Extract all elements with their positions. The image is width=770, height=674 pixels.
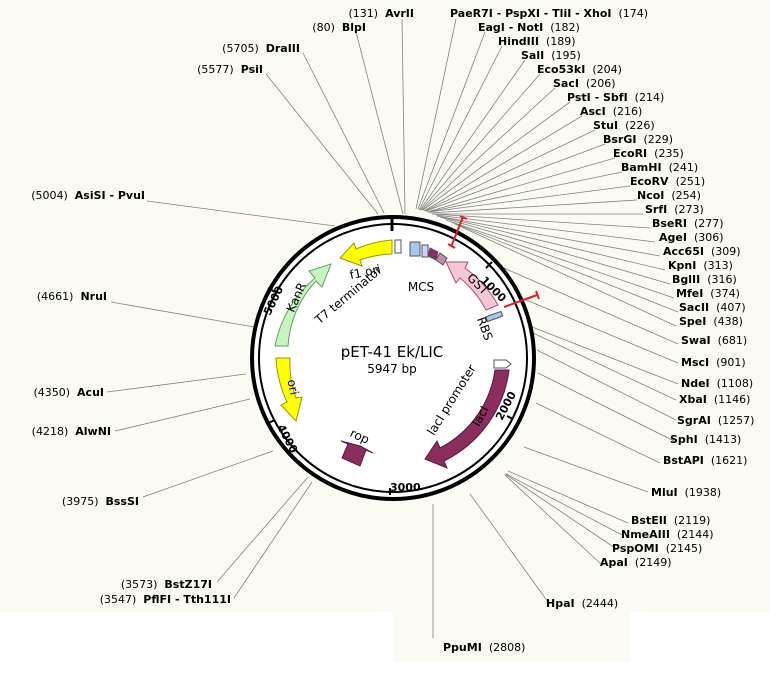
site-xbai[interactable]: XbaI (1146)	[679, 393, 750, 406]
site-paer7i[interactable]: PaeR7I - PspXI - TliI - XhoI (174)	[450, 7, 648, 20]
ori-label: ori	[284, 378, 301, 396]
site-hpai[interactable]: HpaI (2444)	[546, 597, 618, 610]
scale-ticks	[267, 261, 514, 495]
site-acc65i[interactable]: Acc65I (309)	[663, 245, 741, 258]
rbs-feature	[485, 310, 504, 323]
site-kpni[interactable]: KpnI (313)	[668, 259, 733, 272]
backbone-outer-ring	[250, 215, 536, 501]
plasmid-name: pET-41 Ek/LIC	[341, 343, 444, 361]
site-bsteii[interactable]: BstEII (2119)	[631, 514, 710, 527]
f1ori-feature	[339, 239, 393, 267]
restriction-site-labels: (131) AvrII (80) BlpI (5705) DraIII (5577) P…	[31, 7, 754, 654]
site-srfi[interactable]: SrfI (273)	[645, 203, 704, 216]
site-eagi[interactable]: EagI - NotI (182)	[478, 21, 580, 34]
site-swai[interactable]: SwaI (681)	[681, 334, 747, 347]
site-apai[interactable]: ApaI (2149)	[600, 556, 671, 569]
site-sali[interactable]: SalI (195)	[521, 49, 581, 62]
site-asisi[interactable]: (5004) AsiSI - PvuI	[31, 189, 145, 202]
site-mfei[interactable]: MfeI (374)	[676, 287, 740, 300]
gst-feature	[445, 261, 499, 311]
site-blpi[interactable]: (80) BlpI	[312, 21, 366, 34]
site-acui[interactable]: (4350) AcuI	[33, 386, 104, 399]
site-nmeaiii[interactable]: NmeAIII (2144)	[621, 528, 714, 541]
site-ncoi[interactable]: NcoI (254)	[637, 189, 701, 202]
site-sgrai[interactable]: SgrAI (1257)	[677, 414, 754, 427]
site-alwni[interactable]: (4218) AlwNI	[32, 425, 111, 438]
site-bseri[interactable]: BseRI (277)	[652, 217, 724, 230]
map-background-extension	[393, 612, 630, 662]
mcs-label: MCS	[408, 280, 434, 294]
site-ndei[interactable]: NdeI (1108)	[681, 377, 753, 390]
site-psti[interactable]: PstI - SbfI (214)	[567, 91, 664, 104]
site-connector-lines	[106, 18, 679, 638]
site-nrui[interactable]: (4661) NruI	[37, 290, 107, 303]
site-psii[interactable]: (5577) PsiI	[197, 63, 263, 76]
ori-feature	[275, 357, 303, 423]
site-mlui[interactable]: MluI (1938)	[651, 486, 721, 499]
laci-feature	[424, 369, 510, 469]
site-ecori[interactable]: EcoRI (235)	[613, 147, 684, 160]
site-avrii[interactable]: (131) AvrII	[349, 7, 415, 20]
cleavage-markers	[447, 215, 540, 308]
site-eco53ki[interactable]: Eco53kI (204)	[537, 63, 622, 76]
plasmid-size: 5947 bp	[367, 362, 417, 376]
site-sphi[interactable]: SphI (1413)	[670, 433, 741, 446]
site-bamhi[interactable]: BamHI (241)	[621, 161, 698, 174]
site-pspomi[interactable]: PspOMI (2145)	[612, 542, 702, 555]
site-pflfi[interactable]: (3547) PflFI - Tth111I	[100, 593, 231, 606]
site-bstz17i[interactable]: (3573) BstZ17I	[121, 578, 212, 591]
laci-promoter-feature	[493, 359, 512, 369]
kanr-feature	[274, 263, 332, 347]
site-stui[interactable]: StuI (226)	[593, 119, 655, 132]
site-bstapi[interactable]: BstAPI (1621)	[663, 454, 747, 467]
site-saci[interactable]: SacI (206)	[553, 77, 616, 90]
site-agei[interactable]: AgeI (306)	[659, 231, 724, 244]
site-spei[interactable]: SpeI (438)	[679, 315, 743, 328]
tick-label-3000: 3000	[390, 481, 421, 494]
f1ori-label: f1 ori	[348, 262, 382, 282]
mcs-tag-box	[421, 244, 429, 258]
mcs-feature	[409, 241, 421, 257]
site-ppumi[interactable]: PpuMI (2808)	[443, 641, 525, 654]
mcs-tags	[427, 247, 448, 266]
rop-feature	[340, 440, 374, 467]
site-msci[interactable]: MscI (901)	[681, 356, 746, 369]
site-asci[interactable]: AscI (216)	[580, 105, 642, 118]
site-bglii[interactable]: BglII (316)	[672, 273, 737, 286]
site-hindiii[interactable]: HindIII (189)	[498, 35, 576, 48]
site-sacii[interactable]: SacII (407)	[679, 301, 746, 314]
site-ecorv[interactable]: EcoRV (251)	[630, 175, 705, 188]
site-draiii[interactable]: (5705) DraIII	[222, 42, 300, 55]
site-bsssi[interactable]: (3975) BssSI	[62, 495, 139, 508]
t7-terminator-box	[394, 239, 402, 254]
site-bsrgi[interactable]: BsrGI (229)	[603, 133, 673, 146]
